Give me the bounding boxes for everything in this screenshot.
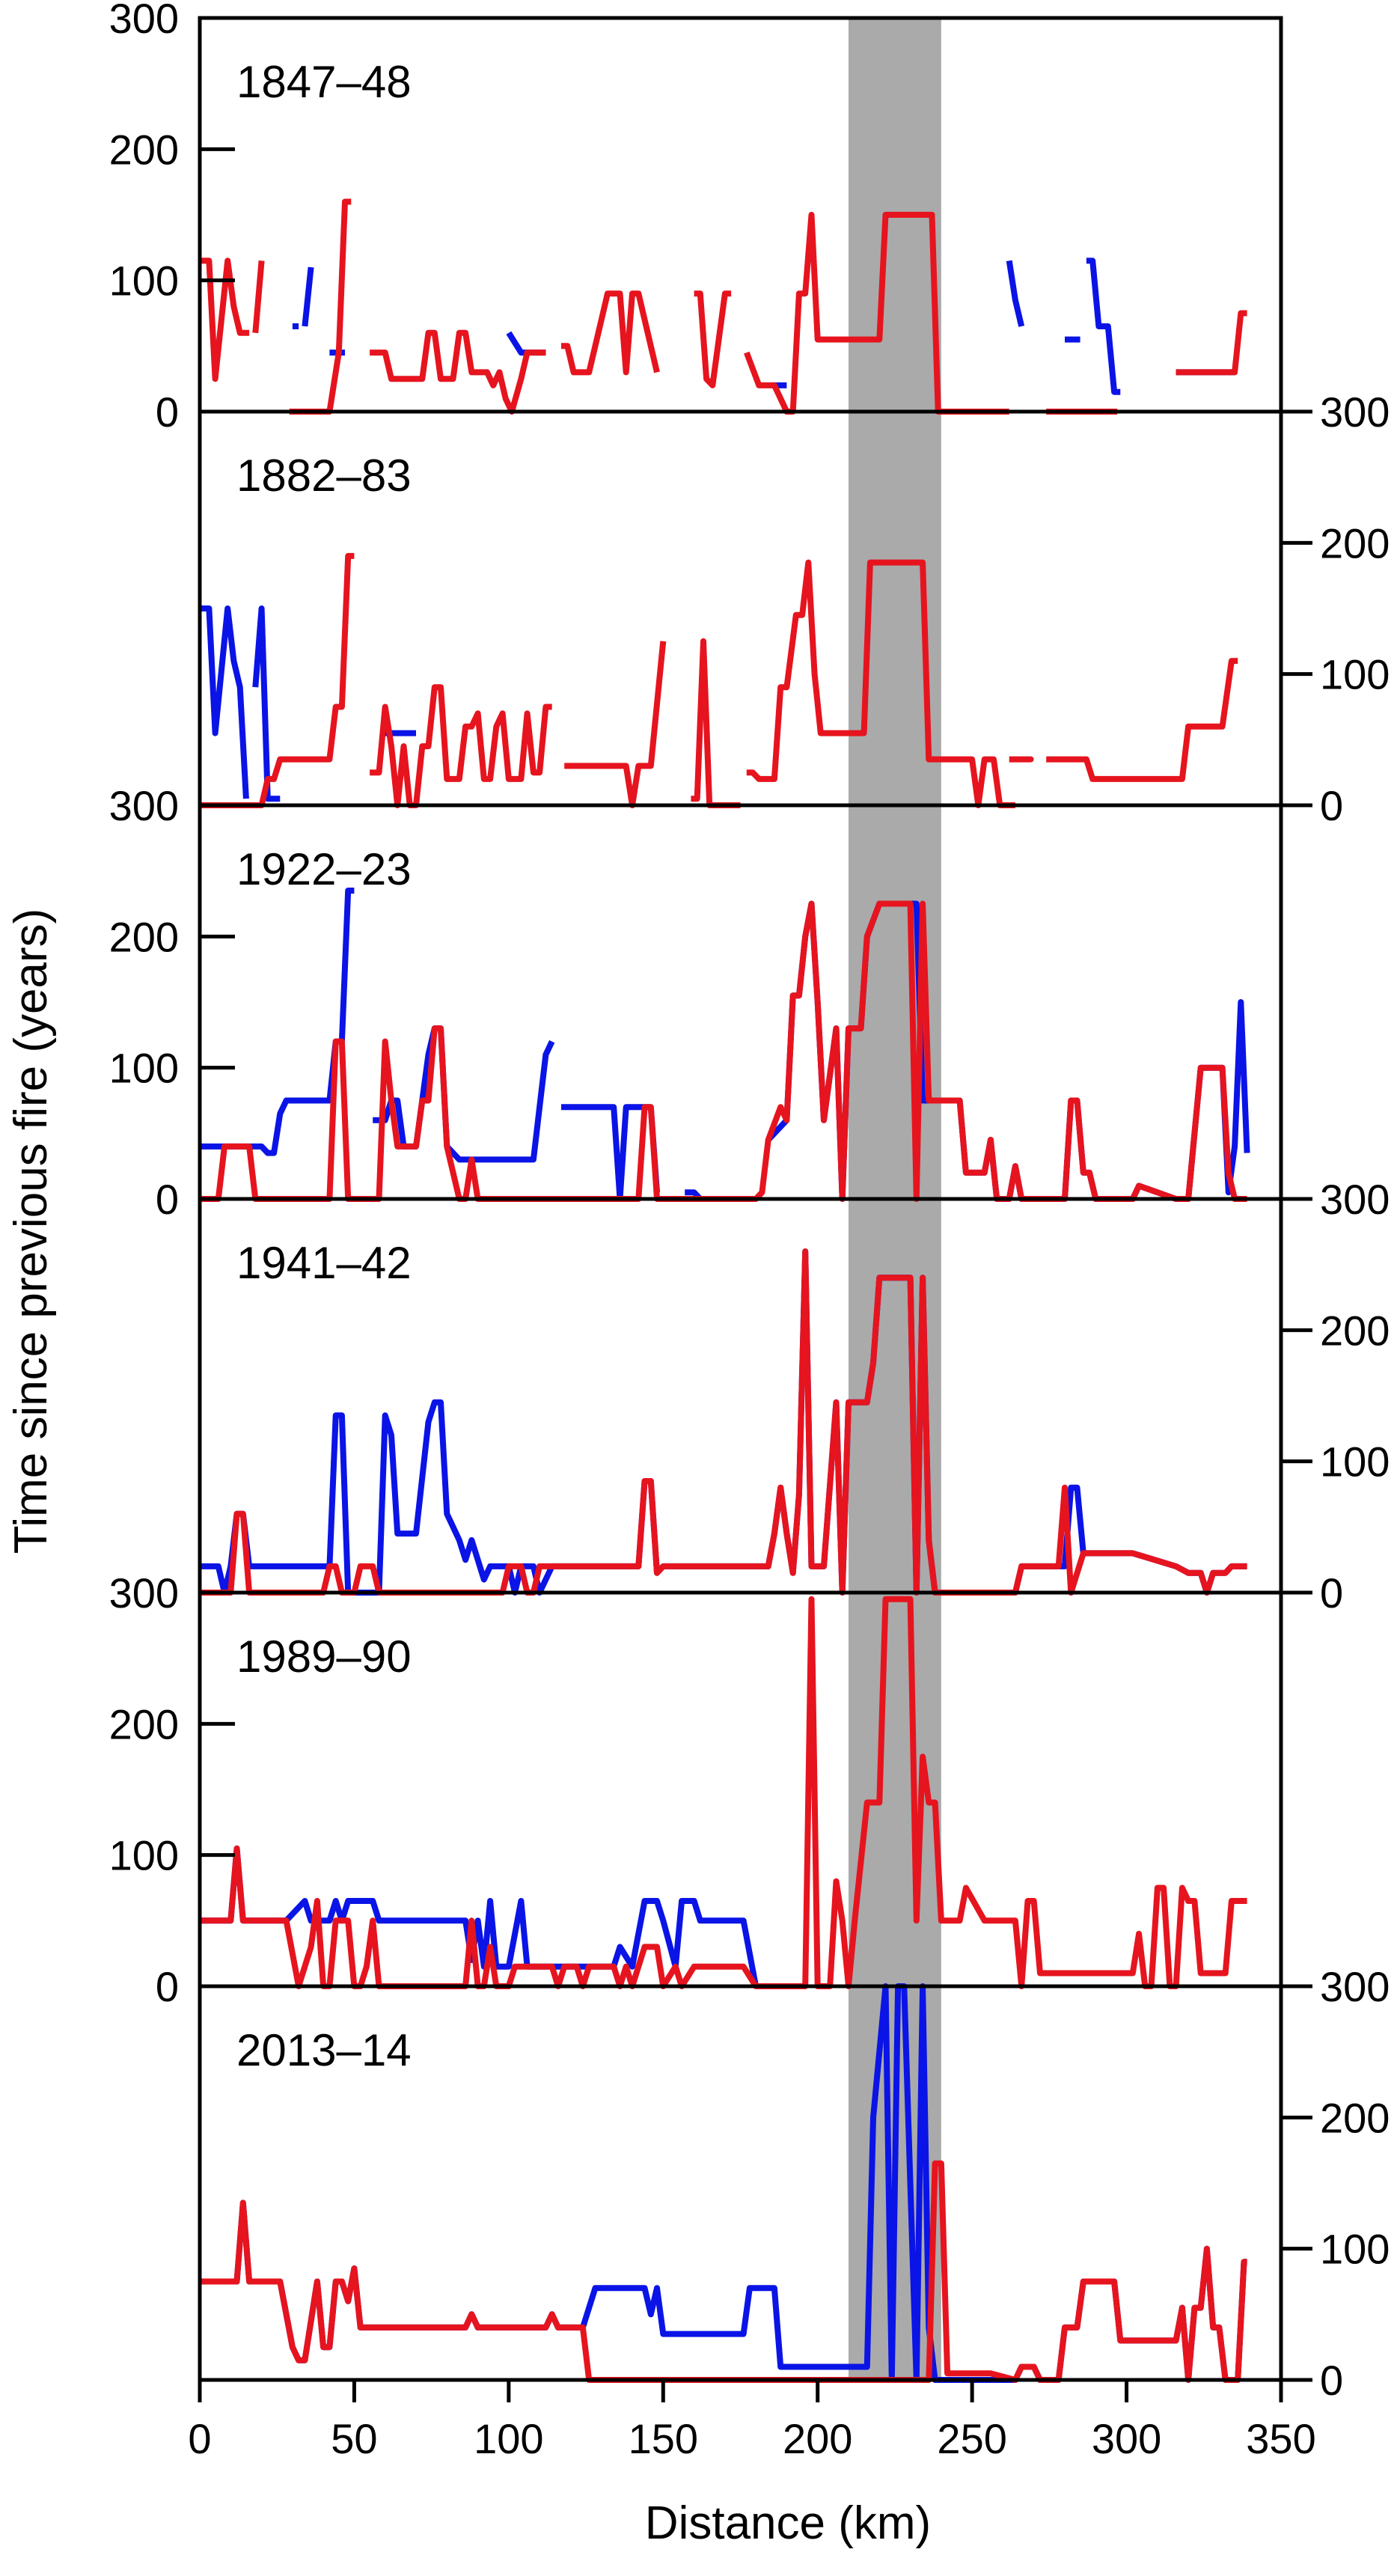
panel-label-2: 1882–83 [236, 451, 412, 501]
panel-labels: 1847–48 1882–83 1922–23 1941–42 1989–90 2013–… [236, 57, 412, 2075]
series-red-panel-2-segment-3 [564, 641, 667, 808]
series-red-panel-2-segment-4 [691, 638, 741, 808]
series-red-panel-2-segment-5 [746, 559, 1015, 808]
y-tick-label-panel-1-0: 0 [156, 388, 179, 436]
y-tick-label-panel-5-0: 0 [156, 1963, 179, 2010]
series-red-panel-1-segment-9 [1176, 310, 1247, 376]
y-tick-label-panel-2-200: 200 [1320, 519, 1390, 567]
y-tick-label-panel-1-200: 200 [109, 126, 179, 173]
y-tick-label-panel-6-300: 300 [1320, 1963, 1390, 2010]
panel-label-3: 1922–23 [236, 844, 412, 894]
y-tick-label-panel-6-0: 0 [1320, 2357, 1343, 2404]
series-red-panel-2-segment-2 [370, 684, 552, 808]
x-tick-label-100: 100 [474, 2415, 543, 2462]
panel-label-5: 1989–90 [236, 1632, 412, 1682]
series-red-panel-5-segment-1 [200, 1596, 1247, 1989]
panel-frame-6 [198, 1984, 1283, 2382]
y-tick-label-panel-6-200: 200 [1320, 2094, 1390, 2141]
y-tick-label-panel-1-100: 100 [109, 257, 179, 305]
y-tick-label-panel-6-100: 100 [1320, 2226, 1390, 2273]
series-red-panel-1-segment-2 [252, 260, 265, 334]
series-red-panel-1-segment-5 [561, 290, 660, 376]
series-red-panel-2-segment-1 [200, 552, 355, 808]
x-tick-label-0: 0 [188, 2415, 211, 2462]
series-blue-panel-5-segment-1 [200, 1845, 759, 1987]
panel-label-6: 2013–14 [236, 2025, 412, 2075]
series-blue-panel-3-segment-1 [200, 888, 355, 1156]
x-tick-label-250: 250 [937, 2415, 1006, 2462]
series-blue-panel-2-segment-1 [200, 605, 249, 799]
x-tick-label-350: 350 [1246, 2415, 1315, 2462]
y-tick-label-panel-3-100: 100 [109, 1045, 179, 1092]
y-tick-label-panel-5-200: 200 [109, 1700, 179, 1748]
y-tick-label-panel-2-100: 100 [1320, 651, 1390, 698]
y-tick-label-panel-1-300: 300 [109, 0, 179, 42]
panel-label-4: 1941–42 [236, 1238, 412, 1288]
series-red-panel-1-segment-1 [200, 257, 250, 382]
y-tick-label-panel-4-100: 100 [1320, 1438, 1390, 1486]
x-tick-label-200: 200 [783, 2415, 852, 2462]
series-red-panel-1-segment-6 [694, 290, 732, 388]
y-tick-label-panel-5-300: 300 [109, 1569, 179, 1617]
axis-ticks: 0 100 200 300 0 100 200 300 0 100 200 300 0 100 200 300… [109, 0, 1390, 2462]
series-red-panel-3-segment-1 [200, 900, 1247, 1202]
series-blue-panel-2-segment-2 [252, 605, 281, 802]
x-axis-title: Distance (km) [645, 2497, 931, 2549]
y-tick-label-panel-4-200: 200 [1320, 1307, 1390, 1354]
panel-label-1: 1847–48 [236, 57, 412, 107]
series-blue-panel-1-segment-8 [1086, 257, 1121, 395]
y-tick-label-panel-3-300: 300 [109, 782, 179, 829]
panel-frames [198, 16, 1283, 2382]
series-red-panel-4-segment-1 [200, 1248, 1247, 1596]
x-tick-label-150: 150 [629, 2415, 698, 2462]
y-tick-label-panel-3-200: 200 [109, 913, 179, 960]
y-tick-label-panel-3-0: 0 [156, 1176, 179, 1223]
y-tick-label-panel-4-300: 300 [1320, 1176, 1390, 1223]
series-blue-panel-3-segment-2 [373, 1025, 555, 1163]
x-tick-label-50: 50 [331, 2415, 377, 2462]
series-red-panel-1-segment-3 [289, 198, 352, 415]
series-blue-panel-1-segment-6 [1006, 260, 1025, 327]
series-lines [200, 198, 1250, 2383]
y-tick-label-panel-2-300: 300 [1320, 388, 1390, 436]
y-tick-label-panel-2-0: 0 [1320, 782, 1343, 829]
series-red-panel-2-segment-7 [1046, 658, 1238, 782]
series-blue-panel-1-segment-2 [302, 266, 314, 327]
series-red-panel-1-segment-7 [744, 212, 1009, 415]
series-red-panel-6-segment-1 [200, 2160, 1247, 2383]
y-tick-label-panel-5-100: 100 [109, 1832, 179, 1879]
x-tick-label-300: 300 [1092, 2415, 1161, 2462]
y-tick-label-panel-4-0: 0 [1320, 1569, 1343, 1617]
series-blue-panel-4-segment-1 [200, 1248, 1247, 1596]
y-axis-title: Time since previous fire (years) [5, 909, 57, 1554]
